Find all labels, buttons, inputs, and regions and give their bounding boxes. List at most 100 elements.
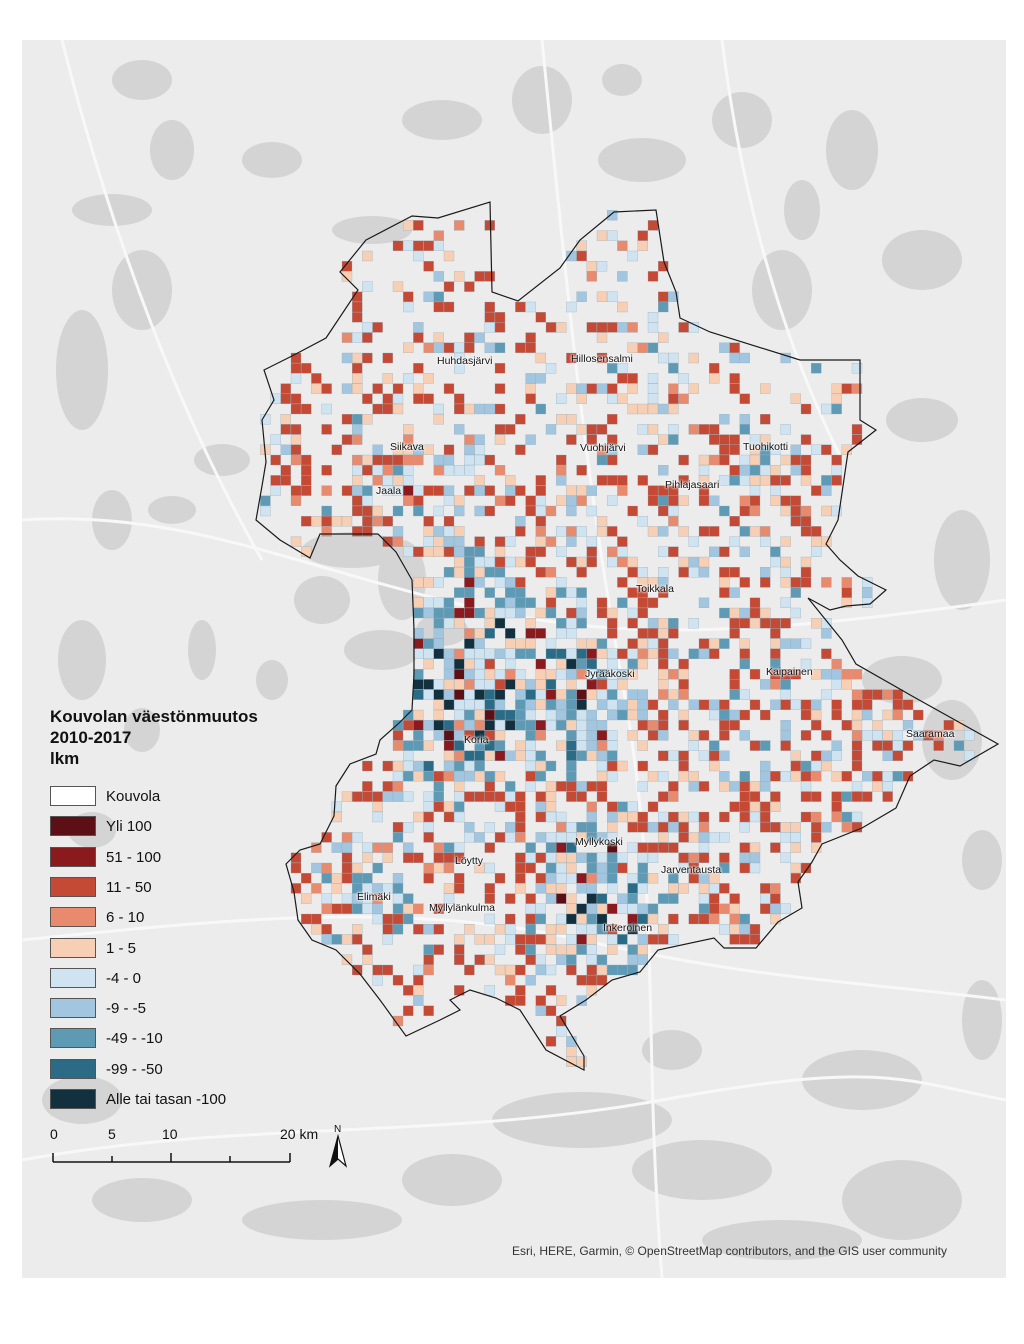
grid-cell <box>433 944 444 955</box>
grid-cell <box>494 679 506 690</box>
grid-cell <box>719 771 730 782</box>
lake-shape <box>242 1200 402 1240</box>
grid-cell <box>647 730 659 741</box>
grid-cell <box>964 730 975 741</box>
grid-cell <box>709 740 720 751</box>
grid-cell <box>372 811 383 823</box>
grid-cell <box>403 434 414 445</box>
grid-cell <box>464 485 475 496</box>
place-label: Koria <box>464 734 489 746</box>
scale-bar-line <box>52 1153 291 1163</box>
grid-cell <box>790 699 801 710</box>
grid-cell <box>923 730 934 741</box>
grid-cell <box>627 730 638 741</box>
grid-cell <box>596 699 608 710</box>
grid-cell <box>637 689 648 700</box>
grid-cell <box>811 811 822 823</box>
grid-cell <box>658 822 669 833</box>
grid-cell <box>464 434 475 445</box>
grid-cell <box>739 730 750 741</box>
grid-cell <box>831 465 842 476</box>
grid-cell <box>515 689 526 700</box>
grid-cell <box>484 750 495 761</box>
grid-cell <box>637 862 648 874</box>
grid-cell <box>892 730 903 741</box>
grid-cell <box>352 964 363 976</box>
map-canvas[interactable] <box>22 40 1006 1278</box>
grid-cell <box>790 465 801 476</box>
grid-cell <box>382 913 393 925</box>
grid-cell <box>596 750 608 761</box>
grid-cell <box>535 567 546 578</box>
grid-cell <box>647 383 659 394</box>
grid-cell <box>515 597 526 608</box>
grid-cell <box>556 669 567 680</box>
grid-cell <box>311 883 322 894</box>
grid-cell <box>474 771 485 782</box>
grid-cell <box>535 669 546 680</box>
grid-cell <box>515 934 526 945</box>
grid-cell <box>882 771 893 782</box>
grid-cell <box>413 975 424 986</box>
grid-cell <box>627 903 638 914</box>
grid-cell <box>464 822 475 833</box>
grid-cell <box>668 485 679 496</box>
grid-cell <box>433 924 444 935</box>
grid-cell <box>586 893 597 904</box>
grid-cell <box>566 1036 577 1047</box>
grid-cell <box>321 526 332 537</box>
grid-cell <box>770 771 781 782</box>
grid-cell <box>780 505 791 517</box>
grid-cell <box>290 852 302 863</box>
legend-title-line2: 2010-2017 <box>50 728 132 747</box>
grid-cell <box>372 791 383 802</box>
grid-cell <box>607 495 618 506</box>
grid-cell <box>790 832 801 843</box>
grid-cell <box>535 995 546 1006</box>
grid-cell <box>719 852 730 863</box>
grid-cell <box>443 699 455 710</box>
grid-cell <box>698 465 710 476</box>
grid-cell <box>566 934 577 945</box>
grid-cell <box>474 454 485 466</box>
grid-cell <box>352 526 363 537</box>
legend-item: 1 - 5 <box>50 937 290 960</box>
grid-cell <box>586 883 597 894</box>
grid-cell <box>423 577 434 588</box>
grid-cell <box>739 546 750 557</box>
grid-cell <box>474 862 485 874</box>
grid-cell <box>780 852 791 863</box>
grid-cell <box>637 709 648 721</box>
grid-cell <box>658 679 669 690</box>
grid-cell <box>372 903 383 914</box>
grid-cell <box>525 373 536 384</box>
grid-cell <box>535 628 546 639</box>
grid-cell <box>515 811 526 823</box>
grid-cell <box>525 913 536 925</box>
legend: Kouvolan väestönmuutos 2010-2017 lkm Kou… <box>50 706 330 1176</box>
grid-cell <box>464 699 475 710</box>
grid-cell <box>484 791 495 802</box>
grid-cell <box>637 913 648 925</box>
grid-cell <box>352 893 363 904</box>
grid-cell <box>841 811 852 823</box>
grid-cell <box>800 760 812 772</box>
grid-cell <box>545 873 557 884</box>
grid-cell <box>413 964 424 976</box>
grid-cell <box>515 709 526 721</box>
grid-cell <box>321 924 332 935</box>
grid-cell <box>290 495 302 506</box>
grid-cell <box>851 791 863 802</box>
grid-cell <box>494 648 506 659</box>
map-frame[interactable]: Huhdasjärvi Hillosensalmi Siikava Vuohijärv… <box>22 40 1006 1278</box>
grid-cell <box>321 934 332 945</box>
grid-cell <box>596 454 608 466</box>
legend-swatch <box>50 876 96 897</box>
grid-cell <box>770 638 781 649</box>
grid-cell <box>586 913 597 925</box>
place-label: Inkeroinen <box>603 922 653 934</box>
grid-cell <box>566 607 577 619</box>
grid-cell <box>698 913 710 925</box>
place-label: Jarventausta <box>661 864 722 876</box>
grid-cell <box>454 495 465 506</box>
